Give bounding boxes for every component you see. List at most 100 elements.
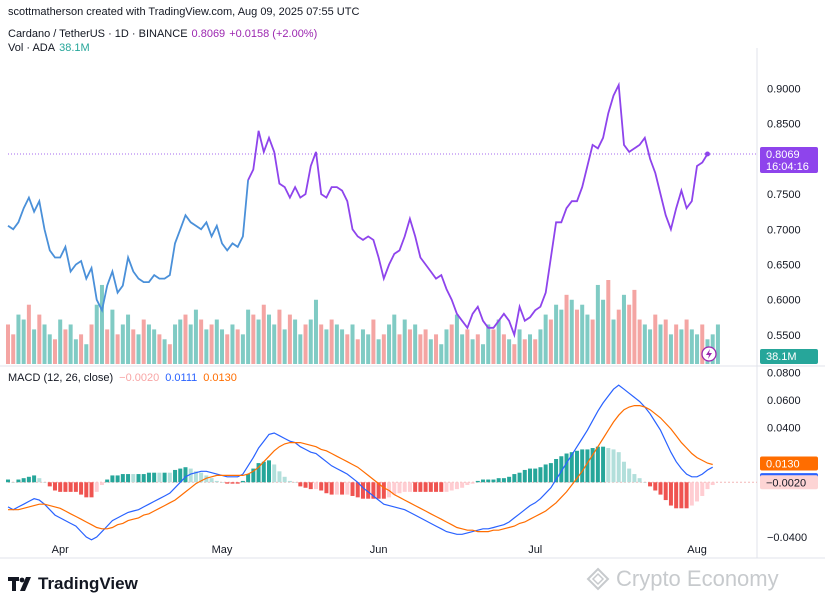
macd-histogram-bar (632, 474, 637, 483)
macd-histogram-bar (261, 461, 266, 483)
volume-bar (648, 329, 653, 364)
macd-histogram-bar (434, 482, 439, 492)
macd-histogram-bar (460, 482, 465, 488)
macd-legend[interactable]: MACD (12, 26, close) −0.0020 0.0111 0.01… (8, 372, 237, 384)
volume-bar (663, 319, 668, 364)
volume-bar (355, 339, 360, 364)
volume-bar (397, 334, 402, 364)
tradingview-logo-text: TradingView (38, 574, 138, 593)
volume-bar (507, 339, 512, 364)
macd-histogram-bar (538, 467, 543, 483)
volume-bar (188, 324, 193, 364)
volume-bar (272, 324, 277, 364)
macd-histogram-bar (256, 463, 261, 483)
volume-bar (444, 329, 449, 364)
macd-histogram-bar (574, 450, 579, 483)
volume-tag-text: 38.1M (766, 351, 797, 363)
macd-histogram-bar (6, 479, 10, 483)
volume-bar (559, 309, 564, 364)
volume-bar (136, 334, 141, 364)
macd-histogram-bar (512, 474, 517, 483)
volume-bar (152, 329, 157, 364)
macd-axis-tick: 0.0400 (767, 423, 801, 435)
macd-histogram-bar (199, 472, 204, 483)
macd-histogram-bar (710, 482, 715, 486)
volume-label: Vol · ADA (8, 42, 56, 54)
time-axis-tick: May (212, 544, 233, 556)
volume-bar (287, 314, 292, 364)
volume-bar (381, 334, 386, 364)
volume-bar (173, 324, 178, 364)
macd-histogram-bar (99, 482, 104, 486)
volume-bar (428, 339, 433, 364)
macd-histogram-bar (246, 474, 251, 483)
macd-histogram-bar (491, 479, 496, 483)
macd-histogram-bar (360, 482, 365, 499)
volume-bar (89, 324, 94, 364)
volume-bar (73, 339, 78, 364)
price-axis-tick: 0.5500 (767, 330, 801, 342)
tradingview-logo[interactable]: TradingView (8, 574, 138, 594)
bolt-icon[interactable] (706, 349, 712, 359)
macd-histogram-bar (42, 482, 47, 483)
volume-bar (220, 329, 225, 364)
macd-histogram-bar (146, 472, 151, 483)
time-axis-tick: Aug (687, 544, 707, 556)
volume-bar (131, 329, 136, 364)
volume-bar (230, 324, 235, 364)
macd-histogram-bar (220, 482, 225, 483)
macd-line-value: 0.0111 (165, 372, 198, 384)
macd-histogram-bar (601, 446, 606, 483)
volume-bar (37, 314, 42, 364)
macd-axis-tick: 0.0800 (767, 368, 801, 380)
macd-histogram-bar (32, 475, 37, 483)
volume-bar (308, 319, 313, 364)
macd-histogram-bar (637, 478, 642, 483)
macd-histogram-bar (585, 449, 590, 483)
macd-histogram-bar (428, 482, 433, 492)
price-axis-tick: 0.6500 (767, 260, 801, 272)
macd-histogram-bar (63, 482, 68, 492)
macd-histogram-bar (287, 480, 292, 483)
volume-legend[interactable]: Vol · ADA 38.1M (8, 42, 90, 54)
last-price-point (704, 151, 710, 157)
macd-histogram-bar (240, 480, 245, 483)
volume-bar (501, 334, 506, 364)
volume-bar (517, 329, 522, 364)
macd-histogram-bar (329, 482, 334, 495)
macd-histogram-bar (350, 482, 355, 496)
volume-bar (601, 299, 606, 364)
macd-histogram-bar (507, 476, 512, 483)
macd-signal-line (8, 405, 713, 533)
volume-bar (512, 344, 517, 364)
volume-bar (225, 334, 230, 364)
macd-histogram-bar (303, 482, 308, 488)
volume-bar (345, 334, 350, 364)
macd-histogram-bar (559, 456, 564, 483)
volume-bar (465, 329, 470, 364)
macd-histogram-bar (376, 482, 381, 499)
volume-bar (366, 334, 371, 364)
macd-histogram-bar (679, 482, 684, 509)
volume-bar (340, 329, 345, 364)
volume-bar (47, 334, 52, 364)
price-axis-tick: 0.7500 (767, 189, 801, 201)
symbol-legend[interactable]: Cardano / TetherUS · 1D · BINANCE 0.8069… (8, 28, 317, 40)
volume-bar (303, 324, 308, 364)
signal-tag-text: 0.0130 (766, 458, 800, 470)
macd-histogram-bar (407, 482, 412, 492)
volume-bar (695, 334, 700, 364)
macd-histogram-bar (141, 474, 146, 483)
macd-histogram-bar (225, 482, 230, 484)
volume-bar (585, 314, 590, 364)
volume-bar (684, 319, 689, 364)
macd-histogram-bar (528, 468, 532, 483)
macd-histogram-bar (418, 482, 423, 492)
volume-bar (214, 319, 219, 364)
macd-histogram-bar (89, 482, 94, 498)
macd-histogram-bar (214, 480, 219, 483)
macd-histogram-bar (230, 482, 235, 484)
macd-histogram-bar (684, 482, 689, 509)
volume-bar (209, 324, 214, 364)
